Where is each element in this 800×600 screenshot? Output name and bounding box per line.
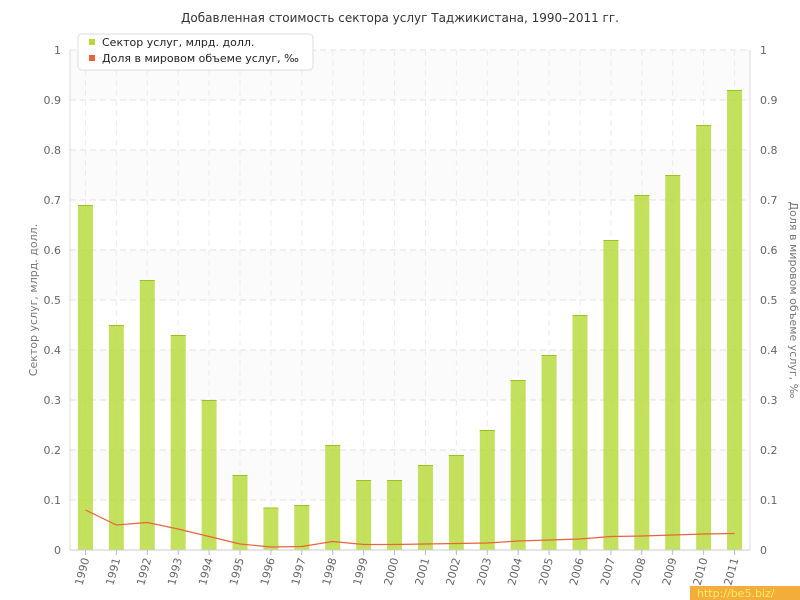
x-tick-label: 1991 [103,556,123,586]
y2-tick-label: 0 [760,544,767,557]
bar [603,240,619,550]
bar [294,505,310,550]
bar [572,315,588,550]
y2-tick-label: 0.3 [760,394,778,407]
y2-tick-label: 0.9 [760,94,778,107]
x-tick-label: 1998 [320,556,340,586]
legend-swatch-share [89,55,95,61]
watermark-link[interactable]: http://be5.biz/ [697,587,775,600]
y-tick-label: 1 [54,44,61,57]
bar [170,335,186,550]
bar [510,380,526,550]
x-tick-label: 2010 [691,556,711,586]
legend-box [77,33,314,71]
bar [417,465,433,550]
x-tick-label: 1993 [165,556,185,586]
x-tick-label: 2004 [505,556,525,586]
y2-tick-label: 0.8 [760,144,778,157]
y2-tick-label: 0.2 [760,444,778,457]
y-axis-title: Сектор услуг, млрд. долл. [27,224,40,376]
x-tick-label: 2002 [443,556,463,586]
x-tick-label: 2005 [536,556,556,586]
x-tick-label: 2009 [660,556,680,586]
watermark-bg [690,586,800,600]
x-tick-label: 2007 [598,556,618,586]
y2-tick-label: 0.7 [760,194,778,207]
bar [77,205,93,550]
bar [479,430,495,550]
x-tick-label: 1995 [227,556,247,586]
x-tick-label: 2000 [382,556,402,586]
bar [448,455,464,550]
bar [325,445,341,550]
y-tick-label: 0 [54,544,61,557]
y-tick-label: 0.1 [44,494,62,507]
chart-title: Добавленная стоимость сектора услуг Тадж… [181,11,619,25]
x-tick-label: 1990 [73,556,93,586]
x-tick-label: 2006 [567,556,587,586]
bar [696,125,712,550]
legend-label-share: Доля в мировом объеме услуг, ‰ [102,52,299,65]
x-tick-label: 1996 [258,556,278,586]
bar [201,400,217,550]
y-tick-label: 0.9 [44,94,62,107]
bar [727,90,743,550]
y2-tick-label: 0.4 [760,344,778,357]
y-tick-label: 0.6 [44,244,62,257]
y2-tick-label: 0.6 [760,244,778,257]
x-tick-label: 2008 [629,556,649,586]
bar [387,480,403,550]
axes [69,50,751,555]
x-tick-label: 1994 [196,556,216,586]
y-tick-label: 0.5 [44,294,62,307]
legend-swatch-services [89,39,95,45]
bar [634,195,650,550]
grid-band [70,150,750,200]
y-tick-label: 0.3 [44,394,62,407]
y2-tick-label: 1 [760,44,767,57]
bar-series [77,90,743,550]
bar [232,475,248,550]
bar [541,355,557,550]
legend: Сектор услуг, млрд. долл. Доля в мировом… [77,33,314,71]
x-tick-label: 2003 [474,556,494,586]
share-line [85,509,735,548]
x-tick-label: 1997 [289,556,309,586]
y-tick-label: 0.7 [44,194,62,207]
y-tick-label: 0.8 [44,144,62,157]
x-tick-label: 2011 [722,556,742,586]
y2-axis-title: Доля в мировом объеме услуг, ‰ [787,202,800,399]
bar [665,175,681,550]
legend-label-services: Сектор услуг, млрд. долл. [102,36,254,49]
x-tick-label: 1992 [134,556,154,586]
y-tick-label: 0.4 [44,344,62,357]
y2-tick-label: 0.1 [760,494,778,507]
bar [263,507,279,550]
bar [139,280,155,550]
line-series [85,509,735,548]
y2-tick-label: 0.5 [760,294,778,307]
x-tick-label: 2001 [413,556,433,586]
bar [108,325,124,550]
y-tick-label: 0.2 [44,444,62,457]
x-tick-label: 1999 [351,556,371,586]
bar [356,480,372,550]
